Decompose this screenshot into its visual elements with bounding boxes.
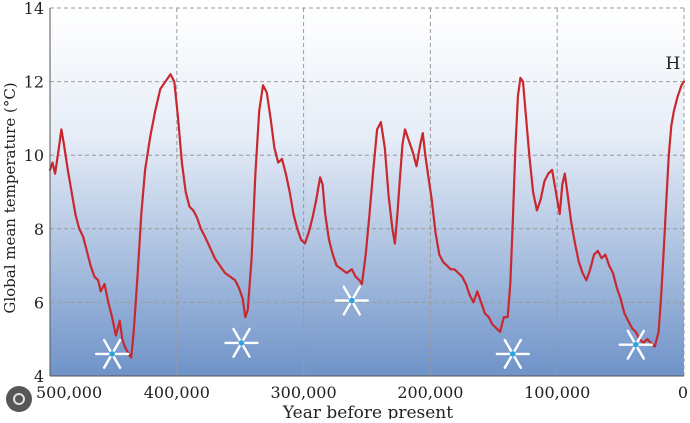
x-tick-label: 300,000 — [271, 383, 337, 402]
axes: 500,000 400,000 300,000 200,000 100,000 0 4 6 8 1… — [24, 0, 688, 402]
y-tick-label: 6 — [34, 293, 44, 312]
x-tick-label: 400,000 — [144, 383, 210, 402]
y-tick-label: 14 — [24, 0, 44, 18]
corner-badge-icon — [6, 386, 32, 412]
series-layer — [48, 73, 686, 359]
y-axis-label: Global mean temperature (°C) — [1, 82, 19, 313]
snowflake-icon — [495, 338, 530, 369]
x-tick-label: 100,000 — [524, 383, 590, 402]
y-tick-label: 8 — [34, 220, 44, 239]
x-axis-label: Year before present — [282, 403, 453, 419]
y-tick-label: 12 — [24, 73, 44, 92]
snowflake-icon — [94, 338, 130, 369]
snowflake-icon — [224, 327, 259, 358]
y-tick-label: 10 — [24, 146, 44, 165]
x-tick-label: 200,000 — [397, 383, 463, 402]
snowflake-icon — [334, 285, 369, 316]
x-tick-label: 0 — [678, 383, 688, 402]
snowflake-markers — [94, 285, 653, 369]
annotation-label: H — [666, 54, 681, 74]
y-tick-label: 4 — [34, 367, 44, 386]
labels: Year before present Global mean temperat… — [1, 82, 453, 423]
temperature-series-line — [48, 73, 686, 359]
plot-background — [50, 8, 684, 376]
x-tick-label: 500,000 — [36, 383, 102, 402]
snowflake-icon — [618, 329, 653, 360]
